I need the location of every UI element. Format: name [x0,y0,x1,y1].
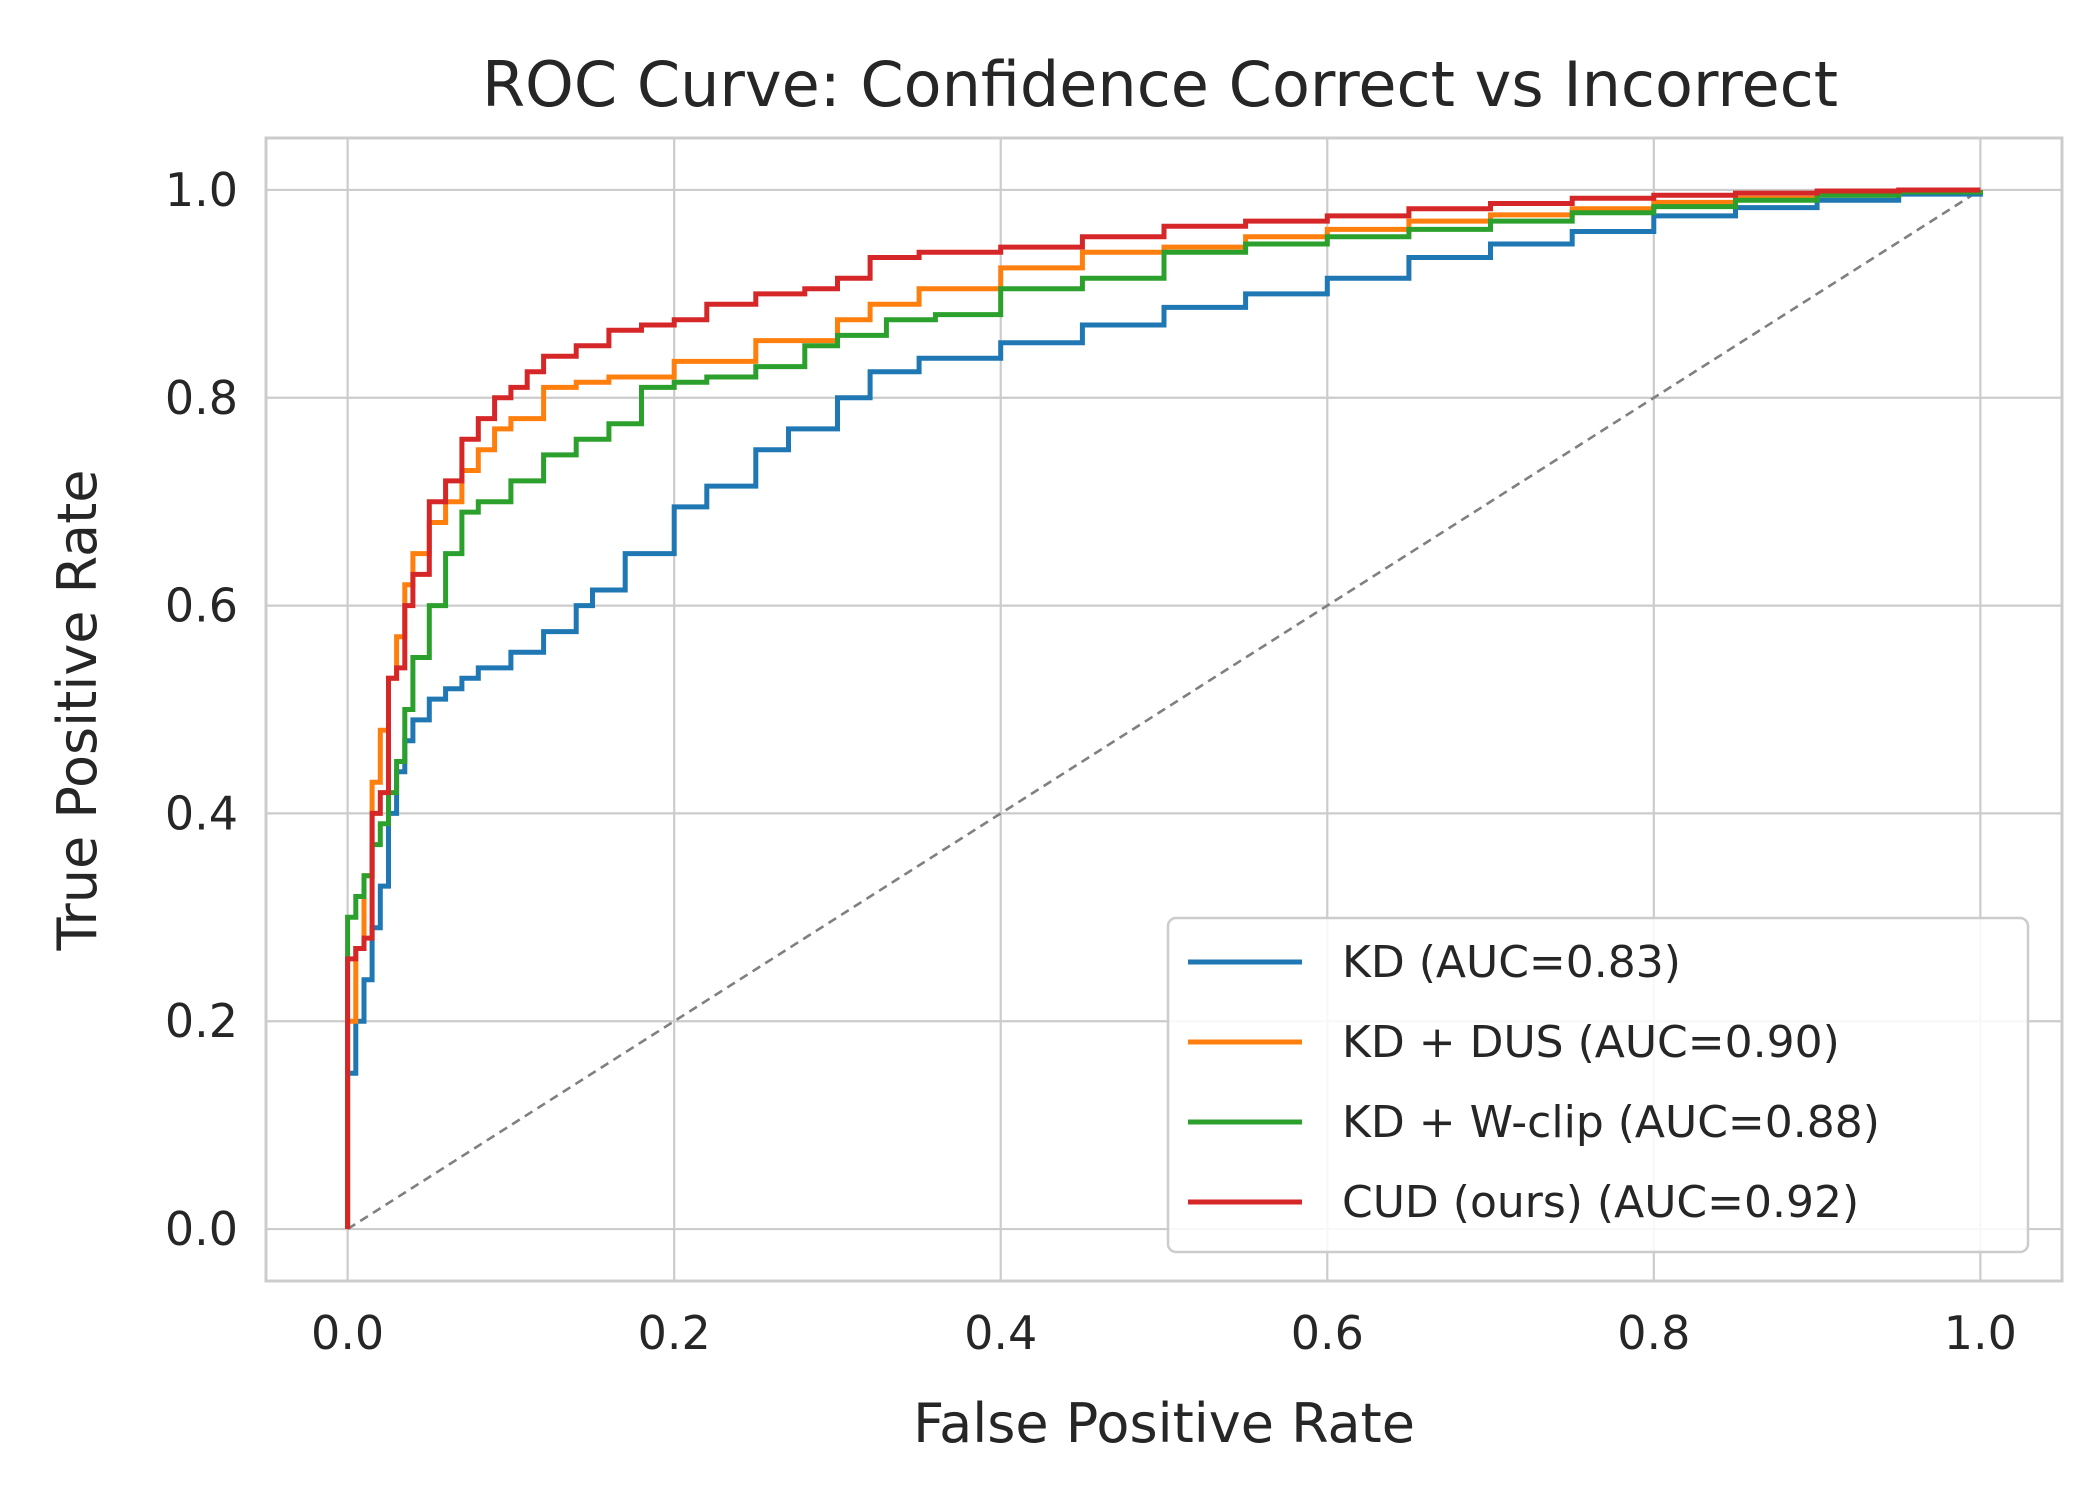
y-tick-label: 0.6 [165,579,238,633]
chart-title: ROC Curve: Confidence Correct vs Incorre… [482,48,1838,121]
y-tick-label: 0.2 [165,994,238,1048]
legend-label-0: KD (AUC=0.83) [1342,937,1681,988]
x-tick-label: 0.4 [964,1306,1037,1360]
x-tick-label: 0.0 [311,1306,384,1360]
diagonal-reference-line [346,188,1982,1231]
legend-label-3: CUD (ours) (AUC=0.92) [1342,1177,1859,1228]
y-tick-label: 0.4 [165,786,238,840]
legend-label-1: KD + DUS (AUC=0.90) [1342,1017,1840,1068]
x-tick-label: 0.8 [1617,1306,1690,1360]
legend-label-2: KD + W-clip (AUC=0.88) [1342,1097,1880,1148]
series-line-2 [345,189,1983,1229]
x-tick-label: 0.6 [1291,1306,1364,1360]
x-axis-label: False Positive Rate [913,1392,1415,1455]
legend-box [1166,916,2030,1254]
y-tick-label: 0.0 [165,1202,238,1256]
y-axis-label: True Positive Rate [46,469,109,951]
y-tick-label: 1.0 [165,163,238,217]
series-line-3 [345,187,1981,1229]
x-tick-label: 1.0 [1944,1306,2017,1360]
y-tick-label: 0.8 [165,371,238,425]
plot-frame [264,136,2064,1283]
x-tick-label: 0.2 [638,1306,711,1360]
